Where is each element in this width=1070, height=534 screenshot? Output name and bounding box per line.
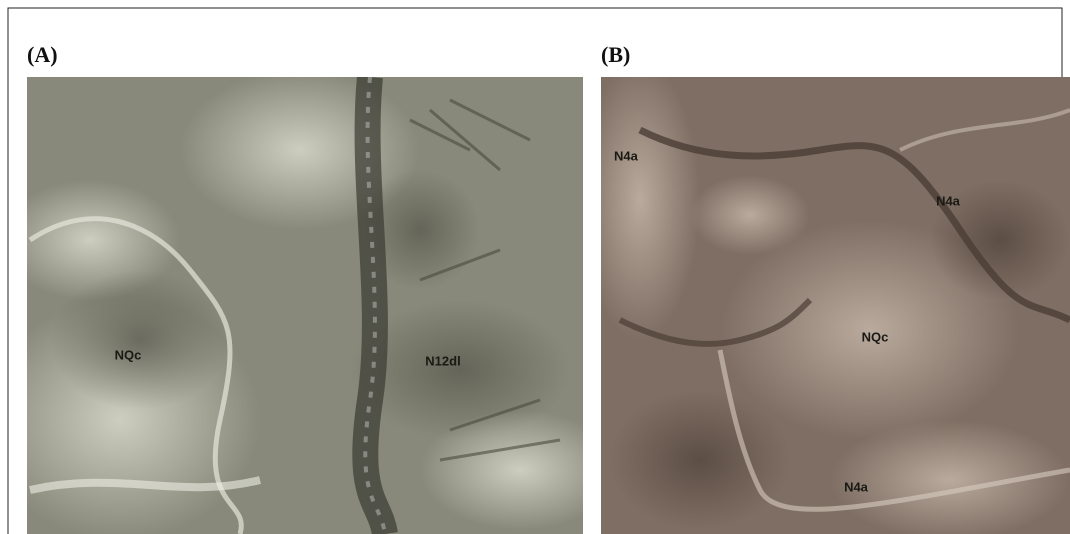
panel-label: (A) (27, 42, 58, 67)
figure: (A) (B) NQc N12dl N4a N4a NQc N4a (0, 0, 1070, 534)
map-annotation: N12dl (425, 353, 460, 368)
photo-b (580, 60, 1070, 534)
map-annotation: N4a (614, 148, 639, 163)
map-annotation: NQc (115, 347, 142, 362)
map-annotation: N4a (936, 193, 961, 208)
photo-a (0, 70, 620, 534)
map-annotation: N4a (844, 479, 869, 494)
panel-label: (B) (601, 42, 630, 67)
map-annotation: NQc (862, 329, 889, 344)
